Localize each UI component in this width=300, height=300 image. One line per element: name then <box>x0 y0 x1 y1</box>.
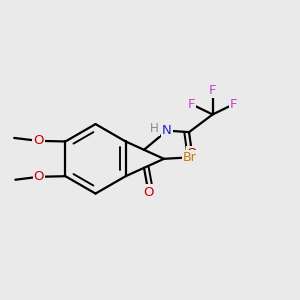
Text: N: N <box>162 124 172 137</box>
Text: H: H <box>150 122 159 135</box>
Text: F: F <box>188 98 195 111</box>
Text: O: O <box>34 170 44 183</box>
Text: F: F <box>209 84 216 97</box>
Text: O: O <box>187 147 197 160</box>
Text: F: F <box>230 98 238 111</box>
Text: Br: Br <box>183 151 197 164</box>
Text: O: O <box>143 185 154 199</box>
Text: O: O <box>33 134 44 147</box>
